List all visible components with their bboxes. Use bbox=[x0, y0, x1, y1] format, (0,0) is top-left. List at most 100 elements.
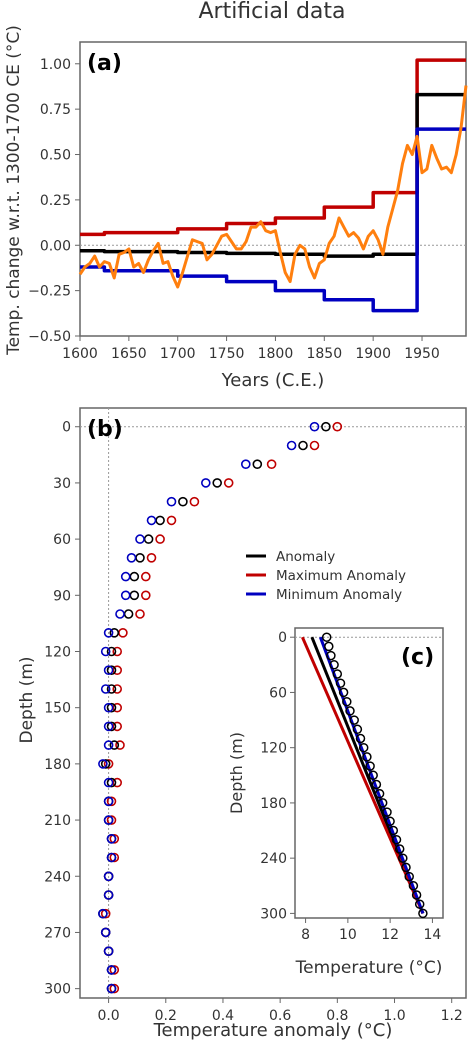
panel-b-point-maximum bbox=[115, 740, 125, 750]
panel-b-point-anomaly bbox=[100, 759, 111, 769]
panel-b-point-minimum bbox=[106, 965, 117, 975]
panel-b-point-maximum bbox=[309, 440, 320, 451]
panel-c-ylabel: Depth (m) bbox=[227, 732, 246, 814]
panel-b-point-maximum bbox=[112, 646, 122, 657]
panel-c-point bbox=[411, 890, 422, 900]
panel-b-point-anomaly bbox=[106, 777, 117, 788]
panel-b-ytick-label: 30 bbox=[53, 476, 71, 492]
panel-b-point-maximum bbox=[106, 815, 117, 825]
panel-c-line-minimum bbox=[318, 636, 425, 914]
panel-b-point-minimum bbox=[100, 646, 111, 657]
panel-b-point-anomaly bbox=[106, 721, 117, 732]
panel-a-marks bbox=[78, 58, 468, 313]
panel-b-point-anomaly bbox=[106, 646, 117, 657]
panel-a-ytick-label: 0.00 bbox=[40, 238, 71, 254]
panel-a-ylabel: Temp. change w.r.t. 1300-1700 CE (°C) bbox=[4, 25, 24, 356]
panel-b-point-maximum bbox=[146, 552, 157, 563]
panel-c-point bbox=[394, 844, 405, 854]
panel-c-point bbox=[374, 788, 385, 799]
panel-b-ytick-label: 180 bbox=[44, 757, 71, 773]
panel-b-point-anomaly bbox=[212, 478, 222, 488]
panel-a-axes: 1600 1650 1700 1750 1800 1850 1900 1950 −0.50 −0.… bbox=[28, 57, 440, 362]
panel-b-legend: Anomaly Maximum Anomaly Minimum Anomaly bbox=[246, 549, 406, 603]
panel-b-point-minimum bbox=[103, 702, 114, 713]
panel-a-ytick-label: 0.75 bbox=[40, 102, 71, 118]
panel-b-point-minimum bbox=[103, 777, 114, 788]
panel-b-point-minimum bbox=[103, 815, 114, 825]
panel-b-xtick-label: 0.2 bbox=[155, 1008, 177, 1024]
panel-c-point bbox=[345, 706, 355, 716]
panel-c-point bbox=[368, 770, 378, 781]
panel-b-xtick-label: 1.2 bbox=[441, 1008, 463, 1024]
panel-b-point-minimum bbox=[103, 740, 114, 750]
panel-b-point-maximum bbox=[103, 759, 114, 769]
panel-c-xtick-label: 10 bbox=[339, 927, 357, 943]
panel-c-point bbox=[382, 807, 392, 817]
panel-a-xlabel: Years (C.E.) bbox=[221, 370, 325, 391]
panel-b-point-minimum bbox=[103, 890, 114, 900]
panel-c-point bbox=[355, 733, 366, 744]
panel-b-point-minimum bbox=[146, 515, 157, 526]
panel-a-xtick-label: 1900 bbox=[355, 346, 391, 362]
panel-c-ytick-label: 60 bbox=[269, 685, 287, 701]
panel-b-point-anomaly bbox=[321, 421, 331, 432]
panel-c-point bbox=[362, 752, 372, 762]
panel-c-point bbox=[401, 862, 411, 873]
panel-b-ytick-label: 300 bbox=[44, 982, 71, 998]
panel-a-xtick-label: 1650 bbox=[111, 346, 147, 362]
panel-a-series-maximum bbox=[80, 58, 466, 237]
panel-c-point bbox=[338, 687, 349, 698]
panel-b-ytick-label: 240 bbox=[44, 869, 71, 885]
panel-c-xtick-label: 8 bbox=[301, 927, 310, 943]
panel-c: 8 10 12 14 0 60 120 180 240 300 (c) Temperature (… bbox=[227, 627, 444, 978]
panel-b-label: (b) bbox=[87, 417, 123, 442]
panel-c-point bbox=[404, 871, 414, 882]
panel-b-point-anomaly bbox=[106, 702, 117, 713]
panel-c-ytick-label: 300 bbox=[260, 906, 287, 922]
panel-c-point bbox=[408, 881, 419, 891]
panel-b-point-minimum bbox=[106, 852, 117, 863]
panel-c-ytick-label: 180 bbox=[260, 796, 287, 812]
panel-b-point-anomaly bbox=[109, 740, 120, 750]
panel-b-point-maximum bbox=[106, 796, 117, 807]
panel-b-point-maximum bbox=[141, 590, 151, 601]
panel-b-point-minimum bbox=[98, 908, 108, 919]
panel-b-xtick-label: 1.0 bbox=[383, 1008, 405, 1024]
panel-b-ytick-label: 0 bbox=[62, 420, 71, 436]
panel-c-point bbox=[365, 761, 375, 771]
figure-title: Artificial data bbox=[198, 0, 345, 24]
panel-c-xtick-label: 12 bbox=[381, 927, 399, 943]
panel-c-point bbox=[358, 742, 369, 753]
panel-b-xlabel: Temperature anomaly (°C) bbox=[153, 1020, 393, 1041]
panel-c-axes: 8 10 12 14 0 60 120 180 240 300 bbox=[260, 630, 441, 943]
panel-b-axes: 0.0 0.2 0.4 0.6 0.8 1.0 1.20306090120150180210… bbox=[44, 420, 463, 1024]
panel-b-point-anomaly bbox=[106, 684, 117, 694]
panel-b-point-minimum bbox=[166, 496, 177, 507]
legend-label: Maximum Anomaly bbox=[276, 568, 406, 584]
panel-c-point bbox=[418, 908, 428, 919]
panel-c-point bbox=[377, 798, 388, 808]
panel-c-point bbox=[371, 779, 382, 790]
panel-b-point-maximum bbox=[109, 983, 120, 994]
panel-b-point-maximum bbox=[109, 852, 120, 863]
panel-a-xtick-label: 1600 bbox=[62, 346, 98, 362]
panel-b-point-minimum bbox=[120, 590, 131, 601]
panel-c-xtick-label: 14 bbox=[424, 927, 442, 943]
panel-b-point-maximum bbox=[109, 965, 120, 975]
panel-b-point-maximum bbox=[223, 478, 234, 488]
panel-a-xtick-label: 1850 bbox=[306, 346, 342, 362]
panel-c-xlabel: Temperature (°C) bbox=[295, 958, 443, 978]
panel-b-point-anomaly bbox=[298, 440, 308, 451]
panel-c-line-maximum bbox=[301, 636, 425, 914]
panel-c-point bbox=[324, 641, 334, 652]
panel-b-ytick-label: 90 bbox=[53, 588, 71, 604]
panel-a-xtick-label: 1750 bbox=[209, 346, 245, 362]
panel-c-point bbox=[342, 696, 352, 707]
legend-label: Minimum Anomaly bbox=[276, 587, 402, 603]
panel-c-ytick-label: 240 bbox=[260, 851, 287, 867]
panel-a-frame bbox=[79, 41, 467, 337]
panel-a-ytick-label: 0.50 bbox=[40, 148, 71, 164]
panel-b-point-maximum bbox=[155, 534, 165, 544]
panel-c-marks bbox=[295, 632, 443, 919]
